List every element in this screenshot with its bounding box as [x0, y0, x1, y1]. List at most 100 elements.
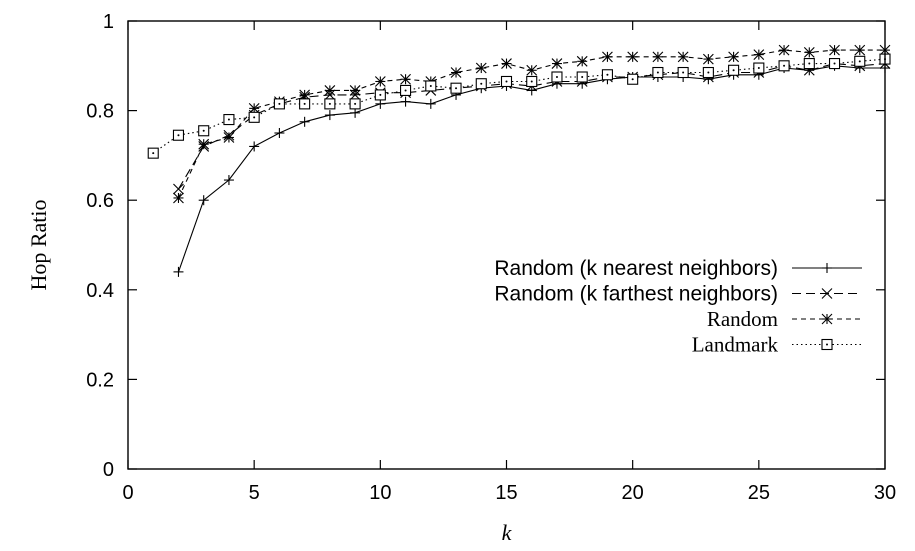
y-axis-title: Hop Ratio	[26, 199, 51, 290]
star-marker-b	[248, 102, 260, 114]
data-point	[172, 129, 185, 141]
data-point	[822, 263, 832, 273]
data-point	[324, 110, 335, 121]
star-marker-b	[223, 132, 235, 143]
square-marker-dot	[455, 87, 458, 90]
star-marker-b	[299, 89, 311, 101]
data-point	[500, 75, 513, 88]
legend-label: Random (k farthest neighbors)	[494, 283, 778, 306]
star-marker-b	[627, 51, 639, 63]
legend: Random (k nearest neighbors) Random (k fa…	[494, 257, 862, 357]
data-point	[854, 44, 866, 56]
star-marker-b	[400, 73, 411, 85]
x-tick-label: 5	[249, 482, 260, 504]
legend-entry: Random	[707, 307, 862, 331]
data-point	[602, 51, 613, 63]
star-marker-b	[803, 46, 815, 58]
star-marker-b	[501, 58, 512, 69]
star-marker-b	[821, 313, 833, 325]
data-point	[248, 111, 260, 123]
square-marker-dot	[530, 80, 533, 83]
series-line	[177, 65, 885, 273]
square-marker-dot	[354, 102, 357, 105]
data-point	[829, 44, 840, 56]
data-point	[400, 84, 412, 96]
data-point	[627, 51, 639, 63]
square-marker-dot	[328, 102, 331, 105]
data-point	[198, 195, 209, 206]
data-point	[576, 71, 588, 83]
square-marker-dot	[732, 69, 735, 72]
legend-label: Landmark	[692, 333, 779, 357]
data-point	[248, 102, 260, 114]
square-marker-dot	[783, 64, 786, 67]
star-marker-b	[450, 67, 462, 78]
data-point	[475, 78, 487, 90]
data-point	[778, 44, 790, 56]
star-marker-b	[324, 85, 336, 96]
data-point	[299, 98, 311, 110]
series-3	[173, 44, 891, 204]
square-marker-dot	[177, 134, 180, 137]
square-marker-dot	[606, 73, 609, 76]
star-marker-b	[652, 51, 664, 63]
square-marker-dot	[656, 71, 659, 74]
y-tick-label: 0	[103, 459, 114, 481]
x-tick-label: 0	[122, 482, 133, 504]
square-marker-dot	[858, 60, 861, 63]
data-point	[324, 98, 336, 110]
data-point	[374, 76, 386, 87]
x-tick-label: 10	[369, 482, 391, 504]
data-point	[349, 98, 361, 110]
square-marker-dot	[631, 78, 634, 81]
square-marker-dot	[278, 102, 281, 105]
legend-entry: Random (k nearest neighbors)	[494, 257, 862, 280]
data-point	[652, 66, 664, 79]
data-point	[223, 114, 235, 126]
data-point	[821, 338, 833, 351]
data-point	[425, 98, 436, 109]
data-point	[627, 73, 639, 85]
star-marker-b	[576, 55, 588, 67]
data-point	[652, 51, 664, 63]
data-point	[374, 89, 386, 101]
data-point	[601, 69, 613, 81]
data-point	[728, 51, 739, 63]
data-point	[299, 89, 311, 101]
x-marker-b	[821, 288, 833, 299]
star-marker-b	[349, 85, 361, 96]
star-marker-b	[728, 51, 739, 63]
star-marker-b	[677, 51, 689, 63]
data-point	[375, 98, 386, 109]
data-point	[273, 98, 285, 110]
y-tick-label: 0.4	[86, 280, 114, 302]
legend-entry: Landmark	[692, 333, 862, 357]
data-point	[821, 288, 833, 299]
star-marker-b	[173, 192, 184, 204]
star-marker-b	[374, 76, 386, 87]
y-tick-label: 0.2	[86, 369, 114, 391]
legend-entry: Random (k farthest neighbors)	[494, 283, 862, 306]
data-point	[198, 138, 210, 150]
star-marker-b	[702, 53, 714, 65]
legend-label: Random (k nearest neighbors)	[494, 257, 778, 280]
square-marker-dot	[505, 80, 508, 83]
data-point	[854, 55, 866, 67]
data-point	[728, 64, 740, 76]
star-marker-b	[854, 44, 866, 56]
data-point	[803, 58, 815, 70]
star-marker-b	[602, 51, 613, 63]
x-tick-label: 30	[874, 482, 896, 504]
data-point	[350, 107, 361, 118]
y-tick-label: 0.8	[86, 101, 114, 123]
data-point	[753, 49, 765, 60]
data-point	[526, 64, 538, 76]
data-point	[702, 53, 714, 65]
data-point	[803, 46, 815, 58]
square-marker-dot	[202, 129, 205, 132]
data-point	[526, 85, 537, 96]
data-point	[576, 55, 588, 67]
data-point	[450, 82, 462, 94]
series-1	[173, 60, 890, 277]
